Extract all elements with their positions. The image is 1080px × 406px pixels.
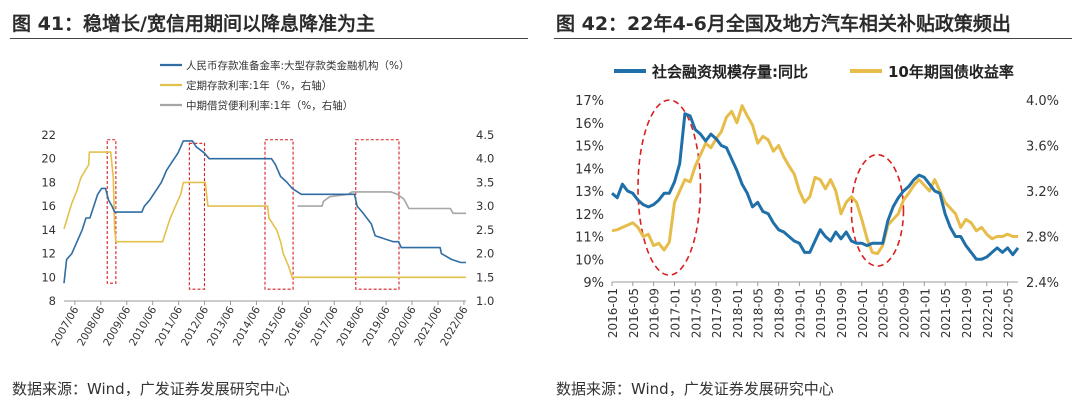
highlight-ellipse	[637, 99, 702, 276]
x-tick-label: 2018-01	[731, 288, 745, 338]
y-right-tick-label: 2.8%	[1026, 231, 1059, 246]
highlight-box	[188, 142, 206, 290]
x-tick-label: 2017-01	[668, 288, 682, 338]
series-line	[297, 191, 466, 215]
y-left-tick-label: 14%	[575, 162, 604, 177]
reserve-rate-chart: 8101214161820221.01.52.02.53.03.54.04.52…	[41, 59, 494, 348]
y-left-tick-label: 8	[49, 294, 56, 308]
y-right-tick-label: 3.2%	[1026, 185, 1059, 200]
y-right-tick-label: 2.5	[476, 223, 494, 237]
y-right-tick-label: 2.0	[476, 247, 494, 261]
highlight-box	[264, 139, 294, 290]
y-left-tick-label: 10	[41, 270, 56, 284]
y-left-tick-label: 15%	[575, 140, 604, 155]
y-left-tick-label: 9%	[583, 276, 604, 291]
x-tick-label: 2019-05	[814, 288, 828, 338]
highlight-box	[355, 139, 400, 290]
y-left-tick-label: 11%	[575, 231, 604, 246]
y-left-tick-label: 14	[41, 223, 56, 237]
x-tick-label: 2021-01	[918, 288, 932, 338]
figure-42-title: 图 42：22年4-6月全国及地方汽车相关补贴政策频出	[556, 13, 1011, 35]
x-tick-label: 2017-05	[689, 288, 703, 338]
x-tick-label: 2021-05	[939, 288, 953, 338]
y-right-tick-label: 3.5	[476, 175, 494, 189]
x-tick-label: 2019-01	[793, 288, 807, 338]
legend-label: 10年期国债收益率	[888, 63, 1014, 81]
y-left-tick-label: 12	[41, 247, 56, 261]
y-right-tick-label: 1.5	[476, 270, 494, 284]
series-line	[63, 151, 466, 279]
right-source: 数据来源：Wind，广发证券发展研究中心	[556, 380, 834, 398]
y-left-tick-label: 16%	[575, 117, 604, 132]
left-panel: 图 41：稳增长/宽信用期间以降息降准为主 8 10 12 14 16 18 20 22 1.0…	[0, 0, 536, 406]
social-financing-chart: 9% 10% 11% 12% 13% 14% 15% 16% 17% 2.4% 2.8% 3.2% 3.…	[575, 63, 1059, 338]
legend-label: 中期借贷便利利率:1年（%，右轴）	[186, 99, 353, 112]
y-right-tick-label: 3.0	[476, 199, 494, 213]
series-line	[63, 140, 466, 284]
x-tick-label: 2022-05	[1002, 288, 1016, 338]
y-right-tick-label: 1.0	[476, 294, 494, 308]
series-line	[611, 112, 1020, 261]
right-panel: 图 42：22年4-6月全国及地方汽车相关补贴政策频出 9% 10% 11% 12% 1…	[544, 0, 1080, 406]
y-right-tick-label: 4.5	[476, 128, 494, 142]
x-tick-label: 2016-01	[606, 288, 620, 338]
y-left-tick-label: 13%	[575, 185, 604, 200]
y-right-tick-label: 4.0	[476, 152, 494, 166]
y-left-tick-label: 12%	[575, 208, 604, 223]
x-tick-label: 2017-09	[710, 288, 724, 338]
y-left-tick-label: 16	[41, 199, 56, 213]
x-tick-label: 2018-05	[752, 288, 766, 338]
highlight-ellipse	[850, 153, 905, 267]
y-left-tick-label: 10%	[575, 253, 604, 268]
y-left-tick-label: 17%	[575, 94, 604, 109]
x-tick-label: 2020-05	[877, 288, 891, 338]
figure-41-title: 图 41：稳增长/宽信用期间以降息降准为主	[12, 13, 375, 35]
x-tick-label: 2018-09	[773, 288, 787, 338]
y-left-tick-label: 22	[41, 128, 56, 142]
x-tick-label: 2016-09	[648, 288, 662, 338]
y-left-tick-label: 20	[41, 152, 56, 166]
title-rule	[554, 38, 1072, 39]
y-right-tick-label: 4.0%	[1026, 94, 1059, 109]
series-line	[611, 104, 1018, 256]
title-rule	[10, 38, 528, 39]
x-tick-label: 2020-09	[897, 288, 911, 338]
left-source: 数据来源：Wind，广发证券发展研究中心	[12, 380, 290, 398]
x-tick-label: 2019-09	[835, 288, 849, 338]
legend-label: 社会融资规模存量:同比	[651, 63, 808, 81]
y-left-tick-label: 18	[41, 175, 56, 189]
x-tick-label: 2016-05	[627, 288, 641, 338]
legend-label: 定期存款利率:1年（%，右轴）	[186, 79, 332, 92]
legend-label: 人民币存款准备金率:大型存款类金融机构（%）	[186, 59, 410, 72]
x-tick-label: 2021-09	[960, 288, 974, 338]
y-right-tick-label: 2.4%	[1026, 276, 1059, 291]
x-tick-label: 2022-01	[981, 288, 995, 338]
x-tick-label: 2020-01	[856, 288, 870, 338]
y-right-tick-label: 3.6%	[1026, 140, 1059, 155]
